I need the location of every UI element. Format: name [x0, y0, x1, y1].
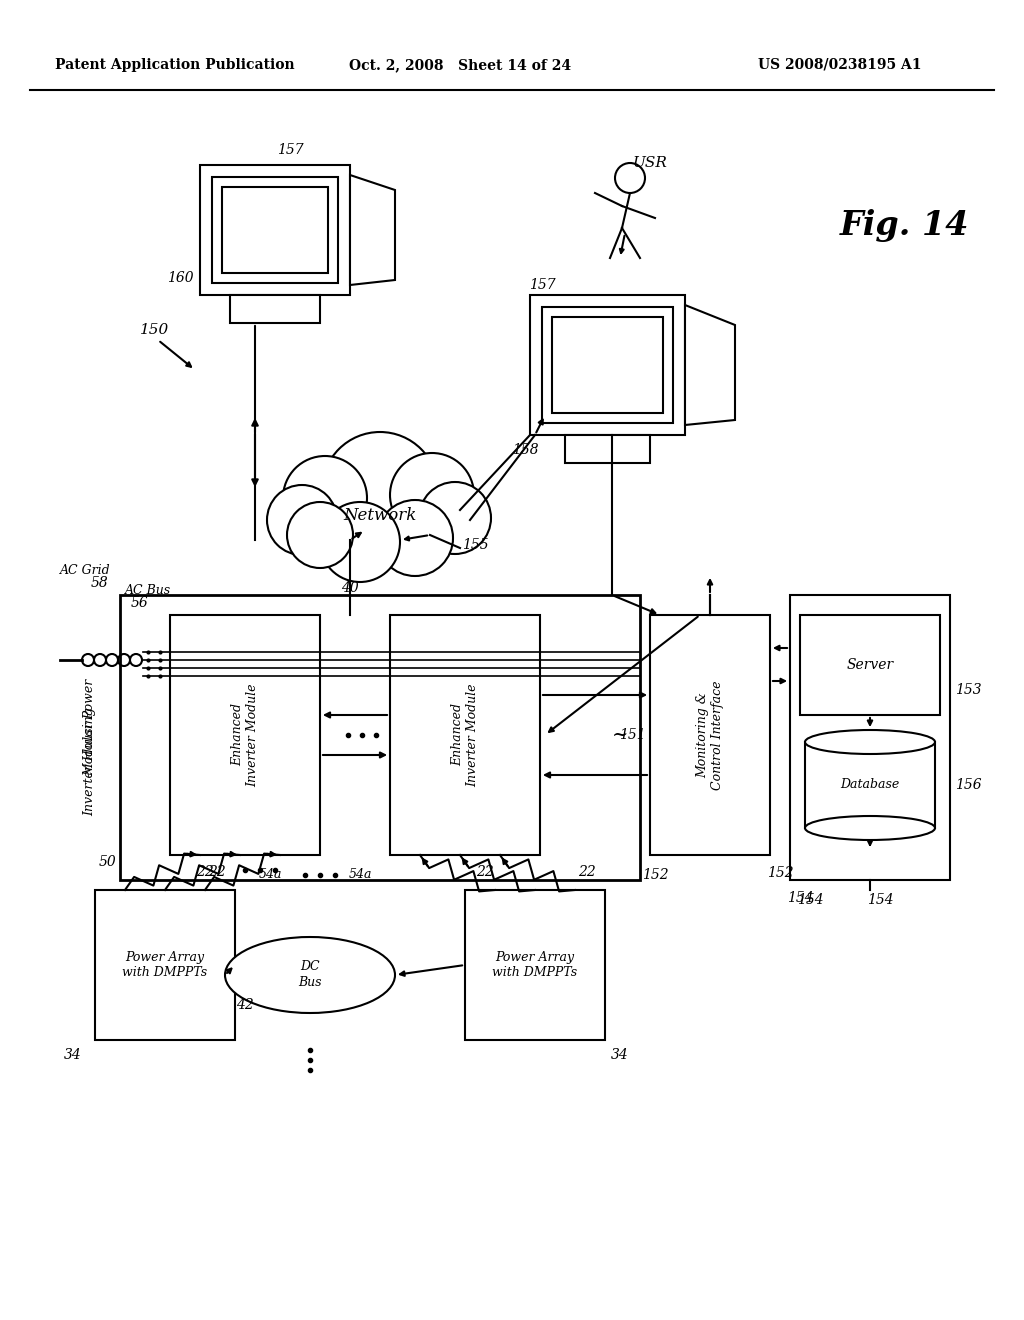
Bar — [530, 294, 685, 436]
Text: 155: 155 — [462, 539, 488, 552]
Text: 34: 34 — [65, 1048, 82, 1063]
Text: 157: 157 — [528, 279, 555, 292]
Bar — [230, 294, 319, 323]
Bar — [212, 177, 338, 282]
Text: 150: 150 — [140, 323, 170, 337]
Text: 22: 22 — [197, 865, 214, 879]
Text: ~: ~ — [611, 726, 628, 744]
Bar — [805, 742, 935, 828]
Text: 158: 158 — [512, 444, 539, 457]
Text: Power Array
with DMPPTs: Power Array with DMPPTs — [493, 950, 578, 979]
Text: Enhanced
Inverter Module: Enhanced Inverter Module — [451, 684, 479, 787]
Polygon shape — [685, 305, 735, 425]
Text: USR: USR — [633, 156, 668, 170]
Text: Enhanced
Inverter Module: Enhanced Inverter Module — [231, 684, 259, 787]
Ellipse shape — [225, 937, 395, 1012]
Text: 34: 34 — [611, 1048, 629, 1063]
Ellipse shape — [805, 730, 935, 754]
Text: 151: 151 — [618, 729, 645, 742]
Circle shape — [283, 455, 367, 540]
Bar — [790, 595, 950, 880]
Text: 42: 42 — [237, 998, 254, 1012]
Text: Oct. 2, 2008   Sheet 14 of 24: Oct. 2, 2008 Sheet 14 of 24 — [349, 58, 571, 73]
Bar — [800, 615, 940, 715]
Bar — [222, 187, 328, 273]
Text: AC Grid: AC Grid — [59, 564, 111, 577]
Text: Power Array
with DMPPTs: Power Array with DMPPTs — [123, 950, 208, 979]
Text: AC Bus: AC Bus — [125, 583, 171, 597]
Text: 54a: 54a — [348, 869, 372, 882]
Text: 22: 22 — [476, 865, 494, 879]
Bar — [390, 615, 540, 855]
Text: Bus: Bus — [298, 977, 322, 990]
Text: 156: 156 — [954, 777, 981, 792]
Text: 152: 152 — [767, 866, 794, 880]
Bar — [120, 595, 640, 880]
Text: 40: 40 — [341, 581, 358, 595]
Bar — [565, 436, 650, 463]
Text: Server: Server — [847, 657, 894, 672]
Text: 22: 22 — [579, 865, 596, 879]
Text: Database: Database — [841, 779, 900, 792]
Bar — [542, 308, 673, 422]
Circle shape — [615, 162, 645, 193]
Text: 58: 58 — [91, 576, 109, 590]
Text: Monitoring &
Control Interface: Monitoring & Control Interface — [696, 680, 724, 789]
Text: 154: 154 — [786, 891, 813, 906]
Text: Network: Network — [343, 507, 417, 524]
Polygon shape — [350, 176, 395, 285]
Text: 50: 50 — [99, 855, 117, 869]
Text: Fig. 14: Fig. 14 — [840, 209, 970, 242]
Bar — [650, 615, 770, 855]
Circle shape — [322, 432, 438, 548]
Bar — [170, 615, 319, 855]
Circle shape — [287, 502, 353, 568]
Bar — [465, 890, 605, 1040]
Bar — [200, 165, 350, 294]
Circle shape — [319, 502, 400, 582]
Bar — [95, 890, 234, 1040]
Text: 160: 160 — [167, 271, 194, 285]
Circle shape — [267, 484, 337, 554]
Text: 56: 56 — [131, 597, 148, 610]
Text: 22: 22 — [208, 865, 226, 879]
Text: 154: 154 — [866, 894, 893, 907]
Ellipse shape — [805, 816, 935, 840]
Bar — [552, 317, 663, 413]
Circle shape — [390, 453, 474, 537]
Text: Inverter Housing: Inverter Housing — [84, 708, 96, 816]
Text: US 2008/0238195 A1: US 2008/0238195 A1 — [758, 58, 922, 73]
Text: Modular Power: Modular Power — [84, 678, 96, 776]
Circle shape — [419, 482, 490, 554]
Text: 154: 154 — [797, 894, 823, 907]
Text: 152: 152 — [642, 869, 669, 882]
Text: 153: 153 — [954, 682, 981, 697]
Text: Patent Application Publication: Patent Application Publication — [55, 58, 295, 73]
Text: DC: DC — [300, 961, 319, 974]
Text: 54a: 54a — [258, 869, 282, 882]
Text: 157: 157 — [276, 143, 303, 157]
Circle shape — [377, 500, 453, 576]
